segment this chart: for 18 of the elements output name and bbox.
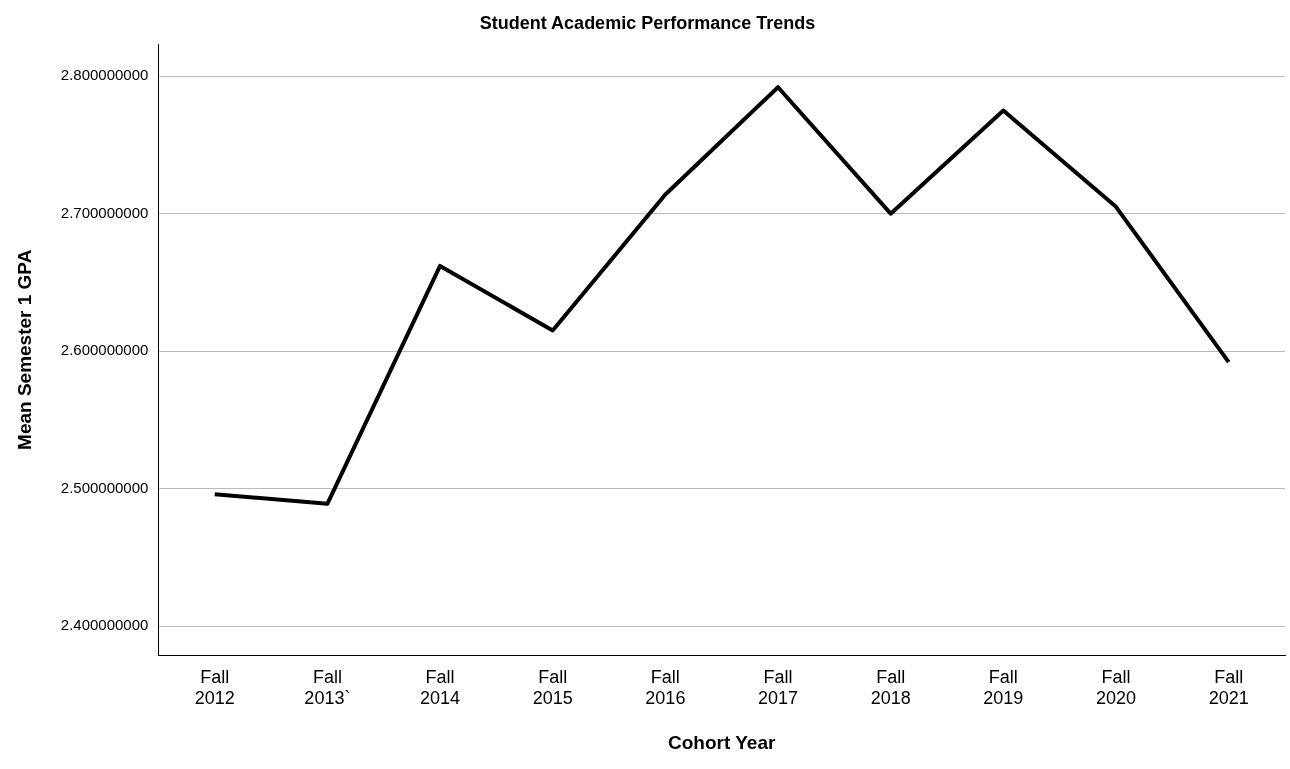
x-tick-label: Fall 2012 bbox=[194, 666, 235, 709]
y-tick-label: 2.400000000 bbox=[60, 616, 149, 634]
y-tick-label: 2.700000000 bbox=[60, 203, 149, 221]
chart-title: Student Academic Performance Trends bbox=[479, 12, 816, 33]
y-tick-label: 2.500000000 bbox=[60, 478, 149, 496]
x-tick-label: Fall 2021 bbox=[1208, 666, 1249, 709]
x-tick-label: Fall 2014 bbox=[420, 666, 461, 709]
x-tick-label: Fall 2020 bbox=[1095, 666, 1137, 709]
y-tick-label: 2.600000000 bbox=[60, 341, 149, 359]
x-tick-label: Fall 2019 bbox=[983, 666, 1024, 709]
x-tick-label: Fall 2016 bbox=[645, 666, 686, 709]
x-tick-label: Fall 2018 bbox=[870, 666, 911, 709]
x-axis-title: Cohort Year bbox=[668, 731, 776, 753]
y-axis-title: Mean Semester 1 GPA bbox=[13, 249, 35, 450]
x-tick-label: Fall 2013` bbox=[304, 666, 351, 709]
y-tick-label: 2.800000000 bbox=[60, 66, 149, 84]
x-tick-label: Fall 2015 bbox=[532, 666, 573, 709]
x-tick-label: Fall 2017 bbox=[758, 666, 799, 709]
